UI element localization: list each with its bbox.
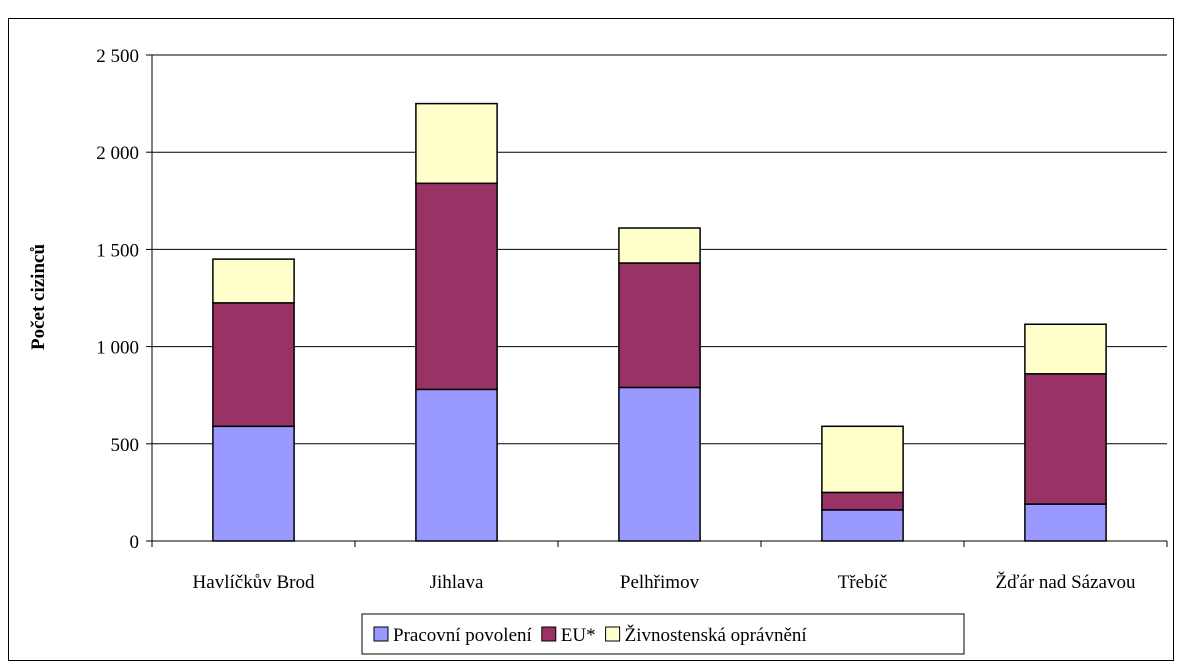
axes: 0 500 1 000 1 500 2 000 2 500 Havlíčkův Brod Ji… [96,46,1168,593]
bar-segment [1024,503,1107,542]
bars [212,102,1107,542]
bar-segment [415,388,498,542]
y-tick-label: 2 500 [96,46,139,67]
x-tick-label: Žďár nad Sázavou [996,571,1136,593]
y-tick-label: 2 000 [96,143,139,164]
y-tick-label: 0 [130,532,140,553]
legend-swatch [605,626,621,642]
bar-segment [415,182,498,391]
x-tick-label: Havlíčkův Brod [193,572,315,593]
legend-entry: Živnostenská oprávnění [625,624,808,646]
bar-segment [618,227,701,264]
y-tick-label: 1 000 [96,338,139,359]
legend-swatch [373,626,389,642]
bar-segment [1024,323,1107,375]
x-tick-label: Jihlava [430,572,484,593]
y-axis-title: Počet cizinců [28,244,49,350]
x-tick-label: Pelhřimov [620,572,700,593]
legend-entry: Pracovní povolení [393,625,533,646]
bar-segment [821,509,904,542]
bar-segment [212,258,295,304]
legend-swatch [541,626,557,642]
bar-segment [618,262,701,389]
legend-entry: EU* [561,625,596,646]
y-tick-label: 1 500 [96,240,139,261]
y-tick-label: 500 [111,435,140,456]
bar-segment [618,386,701,542]
bar-segment [1024,373,1107,505]
legend-box [361,613,965,655]
bar-segment [415,102,498,185]
bar-segment [821,491,904,511]
chart-frame [8,18,1174,661]
bar-segment [212,425,295,542]
bar-segment [212,302,295,428]
legend: Pracovní povolení EU* Živnostenská oprávně… [361,613,965,655]
bar-segment [821,425,904,494]
x-tick-label: Třebíč [838,572,888,593]
